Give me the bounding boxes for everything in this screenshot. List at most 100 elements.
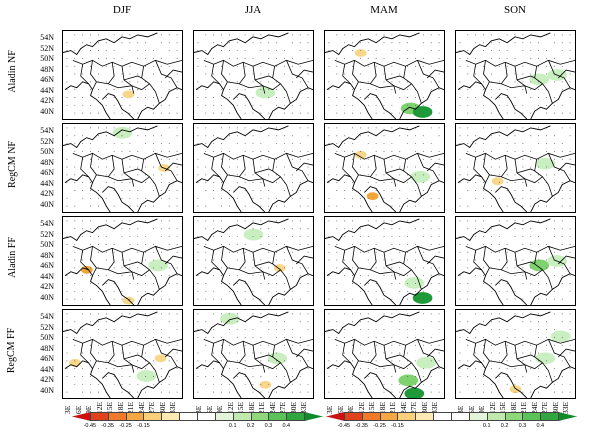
col-title-3: SON [503, 4, 526, 16]
coastline [456, 32, 575, 119]
lon-axis-0: 3E 6E 9E 12E 15E 18E 21E 24E 27E 30E 33E [62, 384, 183, 414]
map-panel-aladin-ff-son [455, 216, 576, 306]
colorbar-tick-label: -0.35 [101, 423, 114, 429]
colorbar-swatch [558, 412, 577, 421]
country-borders [203, 59, 313, 104]
anomaly-patch [354, 49, 367, 57]
country-borders [465, 59, 575, 104]
colorbar-tick-label: 0.4 [282, 423, 291, 429]
colorbar-swatch [125, 412, 145, 421]
country-borders [465, 338, 575, 383]
lat-tick: 40N [40, 385, 54, 395]
country-borders [72, 338, 182, 383]
coastline [63, 125, 182, 212]
colorbar-swatch [379, 412, 399, 421]
anomaly-patch [404, 277, 425, 289]
colorbar-swatch [451, 412, 470, 421]
anomaly-patch [136, 370, 157, 382]
lat-tick: 42N [40, 189, 54, 198]
anomaly-patch [491, 177, 504, 186]
colorbar-swatch [361, 412, 381, 421]
map-canvas [456, 32, 575, 119]
stippling [328, 127, 440, 207]
anomaly-patch [68, 358, 81, 367]
colorbar-tick-label: 0.3 [264, 423, 273, 429]
lat-tick: 46N [40, 75, 54, 84]
colorbar-swatch [250, 412, 270, 421]
anomaly-patch [148, 259, 169, 272]
lat-tick: 40N [40, 106, 54, 116]
colorbar-tick-label: 0.3 [518, 423, 527, 429]
lat-tick: 42N [40, 375, 54, 384]
lat-tick: 40N [40, 199, 54, 209]
lat-tick: 48N [40, 250, 54, 260]
colorbar-swatch [326, 412, 345, 421]
map-panel-aladin-nf-djf [62, 30, 183, 120]
anomaly-patch [112, 126, 133, 139]
colorbar-swatch [214, 412, 234, 421]
lat-tick: 54N [40, 312, 54, 321]
stippling [328, 313, 440, 393]
anomaly-patch [219, 312, 240, 325]
stippling [328, 34, 440, 114]
map-canvas [63, 125, 182, 212]
colorbar-swatch [286, 412, 306, 421]
map-panel-regcm-ff-jja [193, 309, 314, 399]
anomaly-patch [366, 192, 379, 201]
map-canvas [456, 125, 575, 212]
stippling [328, 220, 440, 300]
lat-tick: 44N [40, 178, 54, 188]
lat-tick: 40N [40, 292, 54, 302]
col-title-2: MAM [370, 4, 398, 16]
lat-tick: 54N [40, 219, 54, 228]
lat-tick: 48N [40, 343, 54, 353]
country-borders [203, 338, 313, 383]
stippling [197, 34, 309, 114]
colorbar-swatch [433, 412, 452, 421]
colorbar-tick-label: 0.1 [482, 423, 491, 429]
colorbar-left: -0.45 -0.35 -0.25 -0.15 0.1 0.2 0.3 0.4 [72, 412, 323, 436]
stippling [66, 313, 178, 393]
coastline [456, 125, 575, 212]
map-canvas [325, 32, 444, 119]
lat-tick: 50N [40, 240, 54, 249]
stippling [459, 313, 571, 393]
stippling [66, 220, 178, 300]
col-title-0: DJF [112, 4, 132, 16]
lon-axis-1: 3E 6E 9E 12E 15E 18E 21E 24E 27E 30E 33E [193, 384, 314, 414]
anomaly-patch [416, 356, 436, 369]
country-borders [72, 152, 182, 197]
lat-tick: 52N [40, 229, 54, 239]
map-canvas [456, 311, 575, 398]
colorbar-swatch [161, 412, 181, 421]
anomaly-patch [404, 387, 425, 398]
map-panel-aladin-nf-mam [324, 30, 445, 120]
lon-axis-3: 3E 6E 9E 12E 15E 18E 21E 24E 27E 30E 33E [455, 384, 576, 414]
anomaly-patch [273, 264, 286, 272]
map-panel-regcm-ff-djf [62, 309, 183, 399]
lon-tick: 3E [63, 405, 72, 414]
anomaly-patch [255, 86, 276, 99]
country-borders [334, 338, 444, 383]
anomaly-patch [122, 90, 135, 99]
map-panel-aladin-ff-mam [324, 216, 445, 306]
lat-tick: 44N [40, 271, 54, 281]
stippling [459, 220, 571, 300]
country-borders [334, 152, 444, 197]
coastline [194, 125, 313, 212]
colorbar-tick-label: -0.45 [83, 423, 97, 429]
anomaly-patch [535, 157, 556, 170]
colorbar-swatch [143, 412, 163, 421]
map-canvas [456, 218, 575, 305]
row-label-3: RegCM FF [6, 327, 18, 373]
map-panel-regcm-nf-mam [324, 123, 445, 213]
lat-axis-2: 54N 52N 50N 48N 46N 44N 42N 40N [24, 216, 58, 306]
col-title-1: JJA [244, 4, 262, 16]
colorbar-swatch [415, 412, 435, 421]
colorbar-tick-label: 0.2 [500, 423, 509, 429]
country-borders [465, 152, 575, 197]
lat-tick: 46N [40, 261, 54, 270]
colorbar-swatch [397, 412, 417, 421]
map-canvas [325, 125, 444, 212]
anomaly-patch [267, 352, 288, 365]
